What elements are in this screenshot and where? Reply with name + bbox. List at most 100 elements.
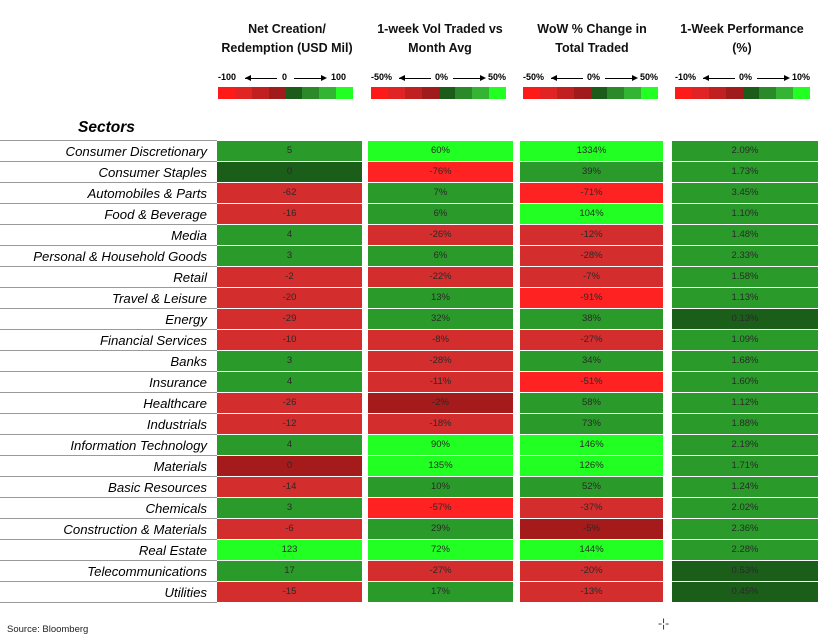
sector-label: Banks <box>170 354 207 369</box>
cell-vol-traded: 72% <box>368 540 513 560</box>
cell-performance: 3.45% <box>672 183 818 203</box>
row-divider <box>0 539 217 540</box>
scale-step <box>472 87 490 99</box>
cell-net-creation: 4 <box>217 372 362 392</box>
scale-step <box>573 87 591 99</box>
scale-step <box>285 87 303 99</box>
sector-label: Basic Resources <box>108 480 207 495</box>
row-divider <box>0 392 217 393</box>
scale-max: 10% <box>792 72 811 82</box>
row-divider <box>0 413 217 414</box>
table-row: Food & Beverage -16 6% 104% 1.10% <box>0 204 824 225</box>
cell-wow-change: -91% <box>520 288 663 308</box>
scale-step <box>708 87 726 99</box>
scale-step <box>455 87 473 99</box>
cell-net-creation: -10 <box>217 330 362 350</box>
table-row: Construction & Materials -6 29% -5% 2.36% <box>0 519 824 540</box>
source-note: Source: Bloomberg <box>7 624 89 635</box>
table-row: Basic Resources -14 10% 52% 1.24% <box>0 477 824 498</box>
sector-label: Industrials <box>146 417 207 432</box>
cell-performance: 1.10% <box>672 204 818 224</box>
sector-label: Energy <box>165 312 207 327</box>
row-divider <box>0 245 217 246</box>
row-divider <box>0 497 217 498</box>
scale-step <box>556 87 574 99</box>
cell-wow-change: 104% <box>520 204 663 224</box>
cell-performance: 0.45% <box>672 582 818 602</box>
row-divider <box>0 455 217 456</box>
scale-step <box>607 87 625 99</box>
scale-step <box>725 87 743 99</box>
scale-mid: 0% <box>739 72 753 82</box>
cell-vol-traded: -28% <box>368 351 513 371</box>
cell-net-creation: -29 <box>217 309 362 329</box>
sector-label: Food & Beverage <box>104 207 207 222</box>
row-divider <box>0 308 217 309</box>
cell-vol-traded: 32% <box>368 309 513 329</box>
cell-vol-traded: 7% <box>368 183 513 203</box>
sector-label: Travel & Leisure <box>111 291 207 306</box>
header-wow-change: WoW % Change in Total Traded <box>520 20 664 58</box>
cell-wow-change: -28% <box>520 246 663 266</box>
cell-performance: 2.09% <box>672 141 818 161</box>
header-net-creation: Net Creation/ Redemption (USD Mil) <box>215 20 359 58</box>
table-row: Financial Services -10 -8% -27% 1.09% <box>0 330 824 351</box>
cell-net-creation: 0 <box>217 456 362 476</box>
table-row: Media 4 -26% -12% 1.48% <box>0 225 824 246</box>
cell-wow-change: 39% <box>520 162 663 182</box>
scale-step <box>302 87 320 99</box>
header-vol-traded-line1: 1-week Vol Traded vs <box>377 22 503 36</box>
header-wow-change-line2: Total Traded <box>555 41 629 55</box>
cell-vol-traded: 90% <box>368 435 513 455</box>
cell-vol-traded: -76% <box>368 162 513 182</box>
scale-step <box>218 87 235 99</box>
cell-wow-change: 52% <box>520 477 663 497</box>
cell-net-creation: -6 <box>217 519 362 539</box>
table-row: Retail -2 -22% -7% 1.58% <box>0 267 824 288</box>
row-divider <box>0 560 217 561</box>
sector-label: Construction & Materials <box>63 522 207 537</box>
cell-net-creation: -15 <box>217 582 362 602</box>
table-row: Healthcare -26 -2% 58% 1.12% <box>0 393 824 414</box>
cell-performance: 1.12% <box>672 393 818 413</box>
cell-net-creation: -26 <box>217 393 362 413</box>
scale-mid: 0% <box>435 72 449 82</box>
cell-performance: 1.73% <box>672 162 818 182</box>
table-row: Chemicals 3 -57% -37% 2.02% <box>0 498 824 519</box>
table-row: Automobiles & Parts -62 7% -71% 3.45% <box>0 183 824 204</box>
cell-wow-change: -20% <box>520 561 663 581</box>
row-divider <box>0 203 217 204</box>
cell-net-creation: -62 <box>217 183 362 203</box>
table-row: Banks 3 -28% 34% 1.68% <box>0 351 824 372</box>
cell-performance: 0.53% <box>672 561 818 581</box>
cell-net-creation: 3 <box>217 246 362 266</box>
scale-step <box>268 87 286 99</box>
scale-step <box>371 87 388 99</box>
sector-label: Automobiles & Parts <box>87 186 207 201</box>
cell-net-creation: 4 <box>217 435 362 455</box>
cell-vol-traded: 6% <box>368 246 513 266</box>
cell-performance: 1.88% <box>672 414 818 434</box>
scale-step <box>641 87 658 99</box>
header-vol-traded: 1-week Vol Traded vs Month Avg <box>368 20 512 58</box>
header-performance-line2: (%) <box>732 41 752 55</box>
scale-bar-perf <box>675 87 810 99</box>
cell-performance: 2.33% <box>672 246 818 266</box>
scale-min: -50% <box>523 72 545 82</box>
cell-wow-change: 144% <box>520 540 663 560</box>
cell-net-creation: -16 <box>217 204 362 224</box>
cell-performance: 1.48% <box>672 225 818 245</box>
scale-bar-vol <box>371 87 506 99</box>
crosshair-cursor-icon: -¦- <box>658 616 670 630</box>
cell-net-creation: 3 <box>217 498 362 518</box>
cell-wow-change: -27% <box>520 330 663 350</box>
sector-label: Materials <box>153 459 208 474</box>
header-performance-line1: 1-Week Performance <box>680 22 804 36</box>
cell-net-creation: 0 <box>217 162 362 182</box>
sector-label: Real Estate <box>138 543 207 558</box>
row-divider <box>0 371 217 372</box>
cell-wow-change: -13% <box>520 582 663 602</box>
cell-net-creation: -2 <box>217 267 362 287</box>
scale-bar-net <box>218 87 353 99</box>
cell-performance: 1.09% <box>672 330 818 350</box>
